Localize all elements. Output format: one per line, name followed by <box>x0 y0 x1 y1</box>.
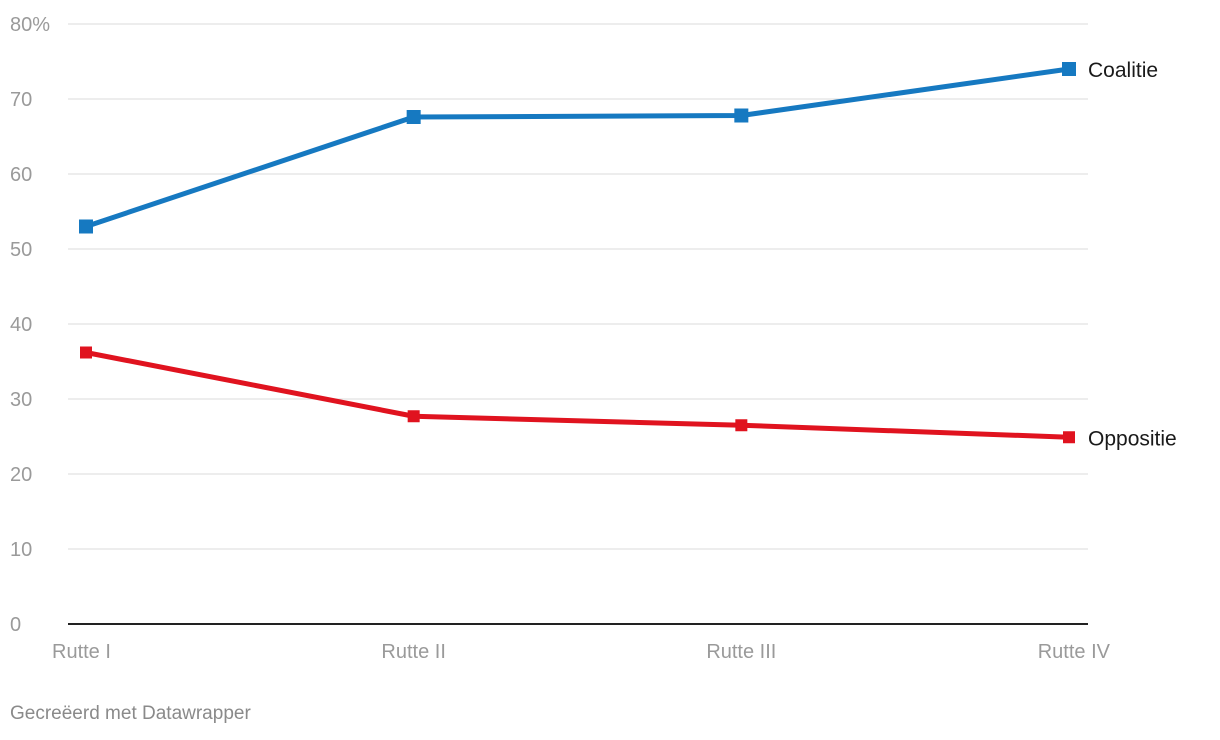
series-label-coalitie: Coalitie <box>1088 59 1158 82</box>
y-axis-tick-labels: 0 10 20 30 40 50 60 70 80% <box>10 14 50 636</box>
x-tick-label: Rutte IV <box>1038 641 1111 663</box>
y-tick-label: 60 <box>10 164 32 186</box>
y-tick-label: 20 <box>10 464 32 486</box>
y-tick-label: 50 <box>10 239 32 261</box>
y-tick-label: 40 <box>10 314 32 336</box>
x-tick-label: Rutte II <box>381 641 445 663</box>
data-point-oppositie <box>80 346 92 359</box>
data-point-coalitie <box>79 219 93 234</box>
x-tick-label: Rutte I <box>52 641 111 663</box>
data-point-coalitie <box>1062 62 1076 76</box>
x-axis-tick-labels: Rutte I Rutte II Rutte III Rutte IV <box>52 641 1111 663</box>
line-chart: 0 10 20 30 40 50 60 70 80% Rutte I Rutte II Rutte … <box>10 14 1177 663</box>
x-tick-label: Rutte III <box>706 641 776 663</box>
y-tick-label: 0 <box>10 614 21 636</box>
series-lines <box>83 66 1072 440</box>
data-point-oppositie <box>407 410 420 423</box>
series-label-oppositie: Oppositie <box>1088 427 1177 450</box>
data-point-coalitie <box>734 108 749 123</box>
y-tick-label: 80% <box>10 14 50 36</box>
y-tick-label: 70 <box>10 89 32 111</box>
credit-footer: Gecreëerd met Datawrapper <box>10 703 251 724</box>
y-tick-label: 10 <box>10 539 32 561</box>
series-line-oppositie <box>83 350 1072 440</box>
series-line-coalitie <box>83 66 1072 229</box>
series-labels: Coalitie Oppositie <box>1088 59 1177 450</box>
y-tick-label: 30 <box>10 389 32 411</box>
series-markers <box>79 62 1076 444</box>
data-point-oppositie <box>735 419 748 432</box>
data-point-coalitie <box>406 110 421 124</box>
data-point-oppositie <box>1063 431 1075 444</box>
